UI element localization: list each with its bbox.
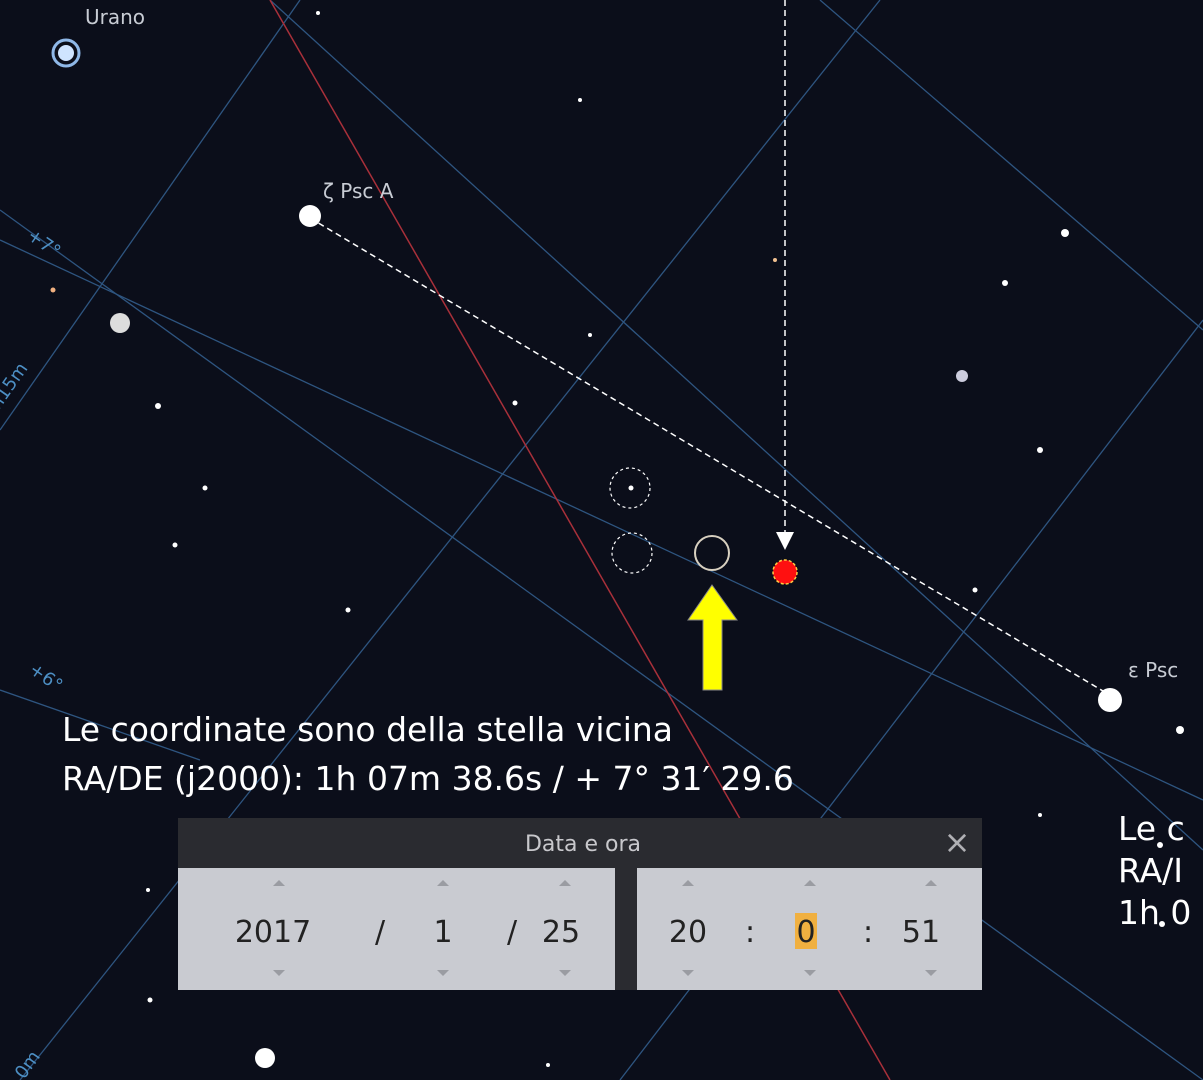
star — [146, 888, 150, 892]
spin-down[interactable] — [925, 970, 937, 976]
star — [50, 287, 56, 293]
star — [578, 98, 582, 102]
star — [1002, 280, 1008, 286]
separator: / — [507, 915, 518, 950]
spin-up[interactable] — [273, 880, 285, 886]
star — [1098, 688, 1122, 712]
hour-field[interactable]: 20 — [669, 915, 707, 950]
star — [316, 11, 320, 15]
star-label: ζ Psc A — [323, 179, 394, 203]
star — [172, 542, 178, 548]
grid-line — [0, 689, 201, 761]
star — [1176, 726, 1184, 734]
annotation: Le c — [1118, 809, 1185, 848]
grid-line — [269, 0, 1203, 851]
star — [1037, 447, 1043, 453]
cursor-highlight — [795, 913, 817, 949]
star — [155, 403, 161, 409]
planet-marker — [51, 38, 81, 68]
year-field[interactable]: 2017 — [235, 915, 311, 950]
pointer-line — [309, 217, 1109, 695]
spin-up[interactable] — [437, 880, 449, 886]
spin-up[interactable] — [804, 880, 816, 886]
dashed-circle — [609, 467, 651, 509]
spin-up[interactable] — [559, 880, 571, 886]
minute-field[interactable]: 0 — [796, 915, 815, 950]
star — [147, 997, 153, 1003]
separator: / — [375, 915, 386, 950]
star — [773, 258, 777, 262]
second-field[interactable]: 51 — [902, 915, 940, 950]
spin-down[interactable] — [437, 970, 449, 976]
star — [110, 313, 130, 333]
spinners — [273, 880, 937, 976]
selection-reticle — [694, 535, 730, 571]
date-time-dialog: Data e ora × 2017 / 1 / 25 20 : 0 : 51 — [178, 818, 982, 990]
star — [1159, 921, 1165, 927]
grid-line — [0, 239, 1203, 801]
dialog-title: Data e ora — [525, 832, 641, 857]
date-panel — [178, 868, 615, 990]
annotation: RA/I — [1118, 851, 1183, 890]
spin-down[interactable] — [804, 970, 816, 976]
star — [1061, 229, 1069, 237]
spin-up[interactable] — [925, 880, 937, 886]
day-field[interactable]: 25 — [542, 915, 580, 950]
star — [546, 1063, 550, 1067]
star-label: ε Psc — [1128, 658, 1178, 682]
star — [628, 485, 634, 491]
annotation: 1h 0 — [1118, 893, 1191, 932]
star — [255, 1048, 275, 1068]
planet-label: Urano — [85, 5, 145, 29]
star — [202, 485, 208, 491]
dashed-circle — [611, 532, 653, 574]
grid-label: 0m — [11, 1047, 45, 1080]
grid-label: +6° — [25, 659, 66, 697]
grid-line — [0, 0, 301, 431]
star — [1038, 813, 1042, 817]
star — [1157, 842, 1163, 848]
position-marker — [772, 559, 798, 585]
planet — [58, 45, 74, 61]
star — [345, 607, 351, 613]
star — [956, 370, 968, 382]
separator: : — [745, 915, 755, 950]
star — [299, 205, 321, 227]
grid-line — [819, 0, 1203, 331]
star — [972, 587, 978, 593]
annotation: Le coordinate sono della stella vicina — [62, 710, 673, 749]
spin-up[interactable] — [682, 880, 694, 886]
arrow-head — [776, 532, 794, 550]
grid-line — [0, 209, 1203, 1080]
close-button[interactable]: × — [944, 823, 971, 861]
spin-down[interactable] — [682, 970, 694, 976]
grid-line — [19, 0, 881, 1080]
annotation: RA/DE (j2000): 1h 07m 38.6s / + 7° 31′ 2… — [62, 759, 794, 798]
star — [512, 400, 518, 406]
spin-down[interactable] — [559, 970, 571, 976]
yellow-arrow — [687, 584, 738, 691]
star — [588, 333, 592, 337]
stars — [50, 11, 1184, 1068]
separator: : — [863, 915, 873, 950]
month-field[interactable]: 1 — [433, 915, 452, 950]
spin-down[interactable] — [273, 970, 285, 976]
